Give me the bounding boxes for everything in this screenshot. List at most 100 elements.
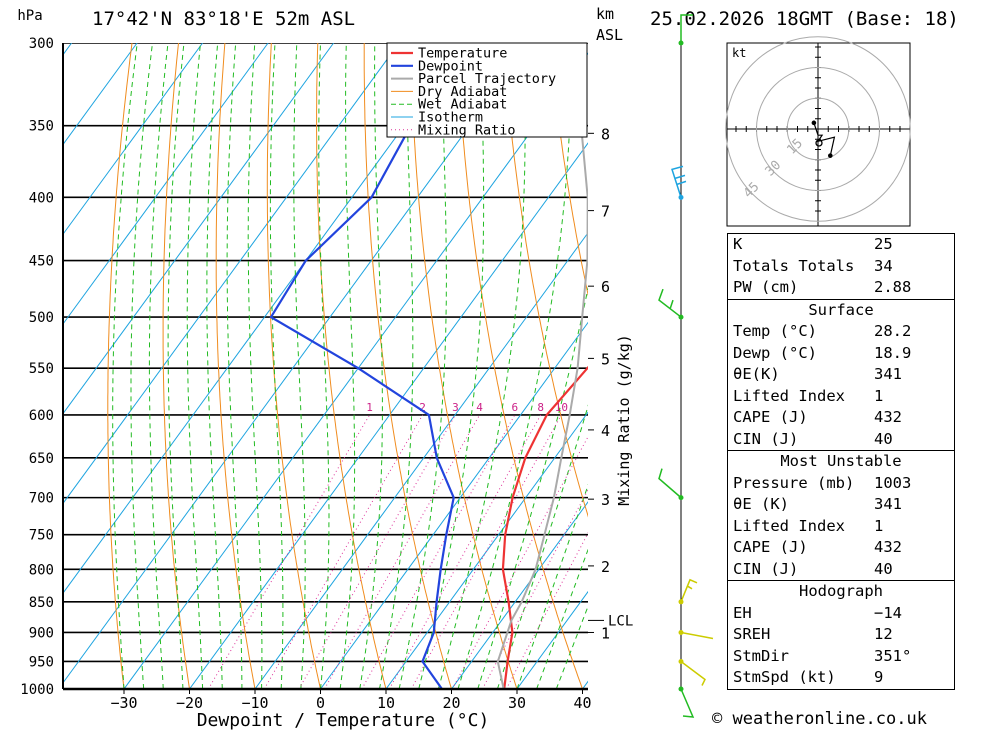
pressure-label: 300 [29,36,54,52]
surface-title: Surface [728,298,954,322]
hodograph-row: SREH 12 [733,625,893,643]
mixing-ratio-label: 8 [537,401,544,414]
hodograph-point [811,120,817,126]
most-unstable-row: Lifted Index 1 [733,516,884,535]
wet-adiabat-line [247,43,263,689]
legend-label: Dry Adiabat [418,84,507,100]
surface-row: Temp (°C) 28.2 [733,322,912,340]
x-tick-label: −10 [241,694,268,712]
isotherm-line [63,43,203,236]
km-tick-label: 8 [601,125,610,143]
hodograph-ring [756,67,880,191]
dry-adiabat-line [162,43,190,689]
isotherm-line [123,52,588,689]
mixing-ratio-line [361,414,516,689]
dry-adiabat-line [502,43,588,518]
wind-barb [680,578,698,603]
mixing-ratio-label: 2 [419,401,426,414]
km-tick-label: 1 [601,624,610,642]
hodograph-row: StmSpd (kt) 9 [733,668,884,686]
wet-adiabat-line [398,43,447,689]
pressure-label: 650 [29,451,54,467]
wet-adiabat-line [418,43,485,689]
isotherm-line [63,43,138,146]
index-row: K 25 [733,235,893,253]
wind-barb-dot [678,495,684,501]
pressure-label: 950 [29,654,54,670]
storm-motion-marker [815,139,823,147]
index-row: Totals Totals 34 [733,256,893,275]
wind-barb [680,14,693,43]
x-tick-label: −30 [110,694,137,712]
wind-barb [658,288,682,318]
pressure-label: 500 [29,310,54,326]
km-tick-label: 3 [601,491,610,509]
location-title: 17°42'N 83°18'E 52m ASL [92,8,356,30]
hodograph-unit-label: kt [732,46,746,60]
dry-adiabat-line [266,43,321,689]
dry-adiabat-line [107,43,133,689]
isotherm-line [63,43,334,415]
mixing-ratio-line [324,414,481,689]
dry-adiabat-line [957,6,1000,689]
mixing-ratio-label: 25 [644,401,657,414]
wet-adiabat-line [555,605,588,689]
wet-adiabat-line [167,43,185,689]
isotherm-line [385,411,588,689]
hodograph-trace [813,122,836,156]
wet-adiabat-line [359,43,383,689]
wet-adiabat-line [130,43,154,689]
credit[interactable]: © weatheronline.co.uk [712,709,927,729]
legend-label: Temperature [418,46,507,62]
x-axis-label: Dewpoint / Temperature (°C) [197,710,490,731]
mixing-ratio-line [263,414,424,689]
dry-adiabat-line [410,43,518,689]
x-tick-label: 10 [377,694,395,712]
legend-box [386,42,588,138]
pressure-label: 800 [29,562,54,578]
wind-barb-dot [678,40,684,46]
km-axis-label: ASL [596,26,623,44]
km-axis-label: km [596,5,614,23]
y-axis-label: hPa [17,8,42,24]
pressure-label: 750 [29,528,54,544]
surface-row: CAPE (J) 432 [733,408,902,426]
legend-label: Isotherm [418,110,483,126]
dry-adiabat-line [316,43,387,689]
wind-barb-dot [678,314,684,320]
pressure-label: 900 [29,625,54,641]
wet-adiabat-line [148,43,169,689]
most-unstable-title: Most Unstable [728,450,954,473]
most-unstable-row: Pressure (mb) 1003 [733,473,912,492]
parcel-trajectory-line [496,63,588,689]
legend-label: Parcel Trajectory [418,71,556,87]
wet-adiabat-line [339,43,356,689]
surface-row: Lifted Index 1 [733,386,884,405]
most-unstable-row: CIN (J) 40 [733,559,893,578]
dry-adiabat-line [549,43,588,297]
km-tick-label: 6 [601,278,610,296]
x-tick-label: 20 [442,694,460,712]
isotherm-line [63,43,400,505]
km-tick-label: 2 [601,558,610,576]
wind-barb [680,660,706,686]
x-tick-label: 30 [508,694,526,712]
dry-adiabat-line [456,43,583,689]
wind-barb-dot [678,658,684,664]
isotherm-line [63,43,531,684]
pressure-label: 400 [29,190,54,206]
x-tick-label: −20 [176,694,203,712]
wet-adiabat-line [516,483,588,689]
wet-adiabat-line [112,43,138,689]
legend-label: Wet Adiabat [418,97,507,113]
wind-barb [680,631,714,640]
wind-barb-dot [678,629,684,635]
wet-adiabat-line [437,43,526,689]
mixing-ratio-line [410,414,562,689]
mixing-ratio-line [388,414,542,689]
most-unstable-row: CAPE (J) 432 [733,538,902,556]
wind-barb [680,688,695,718]
wind-barb [658,468,682,499]
wind-barb-dot [678,194,684,200]
